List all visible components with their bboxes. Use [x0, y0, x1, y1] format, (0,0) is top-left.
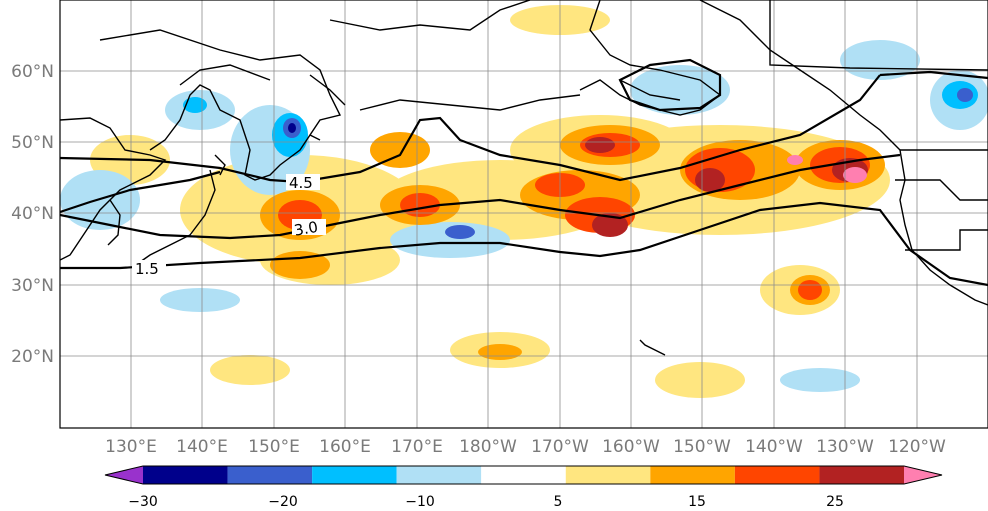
lon-label-170w: 170°W: [531, 437, 589, 457]
lat-label-20n: 20°N: [11, 347, 54, 367]
lon-label-130w: 130°W: [816, 437, 874, 457]
contour-1-5: [60, 201, 988, 287]
lat-label-30n: 30°N: [11, 276, 54, 296]
colorbar-bin: [143, 466, 228, 484]
colorbar-tick-label: −10: [405, 494, 435, 510]
colorbar-bin: [227, 466, 313, 484]
colorbar-bin: [481, 466, 566, 484]
lat-label-60n: 60°N: [11, 62, 54, 82]
colorbar-tick-label: −20: [268, 494, 298, 510]
map-border: [59, 0, 988, 429]
contour-label-bg-4-5: [286, 174, 320, 190]
colorbar-bin: [396, 466, 482, 484]
contour-label-4-5: 4.5: [289, 174, 313, 192]
colorbar-bin: [734, 466, 820, 484]
contour-asia-north: [60, 170, 221, 214]
lon-label-120w: 120°W: [888, 437, 946, 457]
colorbar-tick-label: 15: [688, 494, 706, 510]
lon-label-180w: 180°W: [459, 437, 517, 457]
contour-east-north: [879, 70, 988, 80]
colorbar-bin: [312, 466, 397, 484]
colorbar-bin: [819, 466, 904, 484]
colorbar-extend-low: [105, 466, 143, 484]
contour-lines: [60, 58, 988, 287]
contour-label-3-0: 3.0: [293, 218, 320, 240]
contour-3-0: [60, 153, 901, 240]
contour-north-loop: [618, 58, 722, 112]
contour-label-bg-3-0: [292, 219, 326, 235]
contour-label-1-5: 1.5: [135, 260, 159, 278]
lon-label-140w: 140°W: [745, 437, 803, 457]
lon-label-130e: 130°E: [105, 437, 157, 457]
lon-label-160w: 160°W: [602, 437, 660, 457]
coastlines: [60, 0, 988, 356]
colorbar-tick-label: −30: [128, 494, 158, 510]
lat-label-40n: 40°N: [11, 204, 54, 224]
lon-label-150e: 150°E: [248, 437, 300, 457]
lon-label-150w: 150°W: [673, 437, 731, 457]
colorbar-tick-label: 25: [826, 494, 844, 510]
lat-label-50n: 50°N: [11, 133, 54, 153]
lon-label-140e: 140°E: [176, 437, 228, 457]
contour-label-bg-1-5: [132, 260, 166, 276]
lon-label-160e: 160°E: [319, 437, 371, 457]
colorbar-bin: [565, 466, 651, 484]
colorbar-bin: [650, 466, 735, 484]
lon-label-170e: 170°E: [391, 437, 443, 457]
colorbar-extend-high: [904, 466, 942, 484]
colorbar: [104, 465, 943, 485]
contour-4-5: [60, 74, 881, 184]
colorbar-outline: [104, 465, 943, 485]
colorbar-tick-label: 5: [554, 494, 563, 510]
